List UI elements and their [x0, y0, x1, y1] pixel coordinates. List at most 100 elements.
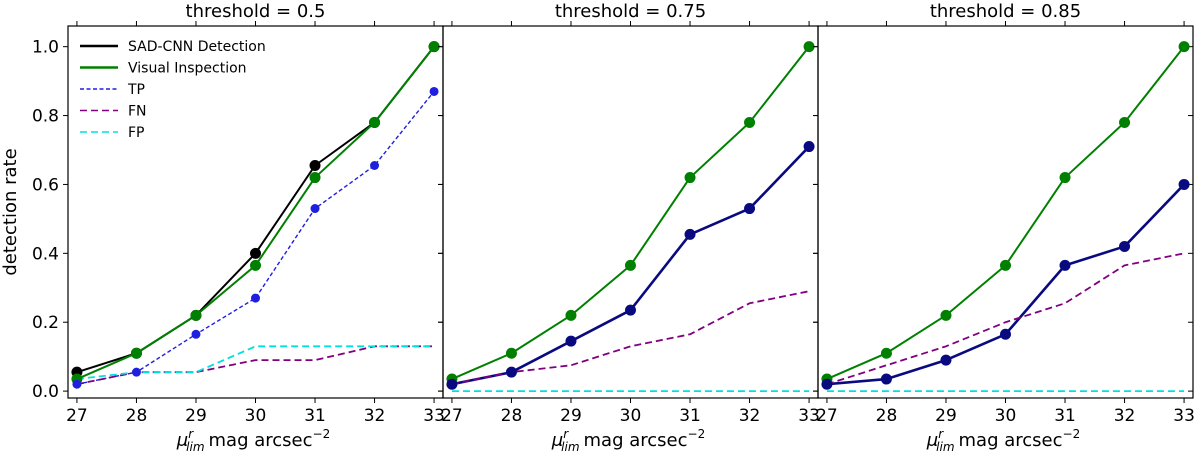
series-line-fp	[76, 345, 435, 380]
data-point-tp	[446, 378, 458, 390]
data-point-visual-inspection	[1178, 41, 1190, 53]
data-point-tp	[191, 329, 201, 339]
data-point-visual-inspection	[1119, 116, 1131, 128]
panel-1: threshold = 0.5 27 28 29 30 31 32 33 0.0 0.2 0.4 0.…	[0, 1, 445, 454]
data-point-tp	[803, 141, 815, 153]
x-tick-label: 29	[935, 406, 957, 426]
x-axis-superscript: r	[188, 427, 194, 441]
x-tick-label: 32	[1114, 406, 1136, 426]
data-point-tp	[1000, 328, 1011, 340]
x-tick-label: 27	[441, 406, 463, 426]
data-point-visual-inspection	[190, 309, 202, 321]
x-axis-superscript: r	[563, 427, 569, 441]
x-axis-subscript: lim	[561, 440, 579, 454]
legend-label-visual-inspection: Visual Inspection	[128, 61, 247, 77]
data-point-tp	[429, 86, 439, 96]
x-axis-label: μr lim mag arcsec−2	[176, 427, 330, 454]
x-axis-exponent: −2	[313, 427, 331, 441]
y-tick-label: 1.0	[32, 38, 59, 58]
panel-3: threshold = 0.85 27 28 29 30 31 32 33 μr lim mag a…	[813, 1, 1195, 454]
data-point-visual-inspection	[744, 116, 756, 128]
data-point-tp	[1059, 259, 1071, 271]
data-point-sad-cnn-detection	[309, 160, 321, 171]
data-point-tp	[72, 379, 82, 389]
x-tick-label: 27	[66, 406, 88, 426]
x-tick-label: 33	[1173, 406, 1195, 426]
x-tick-label: 28	[876, 406, 898, 426]
series-line-fn	[76, 345, 435, 386]
x-axis-text: mag arcsec	[584, 430, 688, 451]
data-point-visual-inspection	[940, 309, 952, 321]
x-tick-label: 29	[185, 406, 207, 426]
x-tick-label: 31	[1054, 406, 1076, 426]
x-tick-label: 29	[560, 406, 582, 426]
data-point-visual-inspection	[505, 347, 517, 359]
y-tick-label: 0.0	[32, 382, 59, 402]
x-tick-label: 28	[501, 406, 523, 426]
data-point-tp	[131, 367, 141, 377]
y-tick-label: 0.8	[32, 107, 59, 127]
y-tick-label: 0.6	[32, 175, 59, 195]
data-point-visual-inspection	[684, 172, 696, 184]
data-point-visual-inspection	[130, 347, 142, 359]
data-point-visual-inspection	[250, 259, 261, 271]
data-point-visual-inspection	[369, 116, 381, 128]
x-axis-exponent: −2	[688, 427, 706, 441]
y-tick-label: 0.4	[32, 244, 59, 264]
x-tick-label: 33	[798, 406, 820, 426]
x-tick-label: 32	[364, 406, 386, 426]
x-axis-label: μr lim mag arcsec−2	[926, 427, 1080, 454]
legend-label-tp: TP	[127, 82, 145, 98]
legend: SAD-CNN Detection Visual Inspection TP FN FP	[80, 39, 266, 141]
legend-label-fn: FN	[128, 104, 147, 120]
x-tick-label: 30	[995, 406, 1017, 426]
data-point-visual-inspection	[565, 309, 577, 321]
x-tick-label: 31	[304, 406, 326, 426]
x-tick-label: 32	[739, 406, 761, 426]
legend-label-sad-cnn-detection: SAD-CNN Detection	[128, 39, 266, 55]
data-point-visual-inspection	[880, 347, 892, 359]
data-point-tp	[744, 203, 756, 215]
data-point-visual-inspection	[1059, 172, 1071, 184]
panel-title: threshold = 0.5	[186, 1, 326, 22]
x-tick-label: 30	[245, 406, 267, 426]
data-point-tp	[625, 304, 636, 316]
x-axis-label: μr lim mag arcsec−2	[551, 427, 705, 454]
data-point-tp	[310, 204, 320, 214]
x-axis-subscript: lim	[186, 440, 204, 454]
plot-frame	[817, 25, 1194, 399]
x-axis-text: mag arcsec	[209, 430, 313, 451]
plot-frame	[67, 25, 444, 399]
series-line-fn	[826, 252, 1185, 386]
x-axis-symbol: μ	[176, 430, 188, 451]
data-point-tp	[1119, 240, 1131, 252]
data-point-tp	[565, 335, 577, 347]
data-point-visual-inspection	[625, 259, 636, 271]
x-axis-symbol: μ	[926, 430, 938, 451]
data-point-sad-cnn-detection	[250, 247, 261, 259]
plot-frame	[442, 25, 819, 399]
x-tick-label: 31	[679, 406, 701, 426]
x-axis-superscript: r	[938, 427, 944, 441]
data-point-tp	[370, 161, 380, 170]
legend-label-fp: FP	[128, 125, 145, 141]
y-axis-label: detection rate	[0, 148, 21, 275]
series-line-visual-inspection	[451, 46, 810, 380]
data-point-visual-inspection	[1000, 259, 1011, 271]
x-tick-label: 33	[423, 406, 445, 426]
data-point-tp	[1178, 178, 1190, 190]
data-point-visual-inspection	[309, 172, 321, 184]
series-line-tp	[826, 183, 1186, 386]
x-tick-label: 28	[126, 406, 148, 426]
x-axis-text: mag arcsec	[959, 430, 1063, 451]
data-point-visual-inspection	[428, 41, 440, 53]
data-point-tp	[940, 354, 952, 366]
x-axis-symbol: μ	[551, 430, 563, 451]
x-axis-subscript: lim	[936, 440, 954, 454]
data-point-tp	[505, 366, 517, 378]
y-tick-label: 0.2	[32, 313, 59, 333]
panel-2: threshold = 0.75 27 28 29 30 31 32 33 μr lim mag a…	[438, 1, 820, 454]
x-tick-label: 30	[620, 406, 642, 426]
data-point-visual-inspection	[803, 41, 815, 53]
